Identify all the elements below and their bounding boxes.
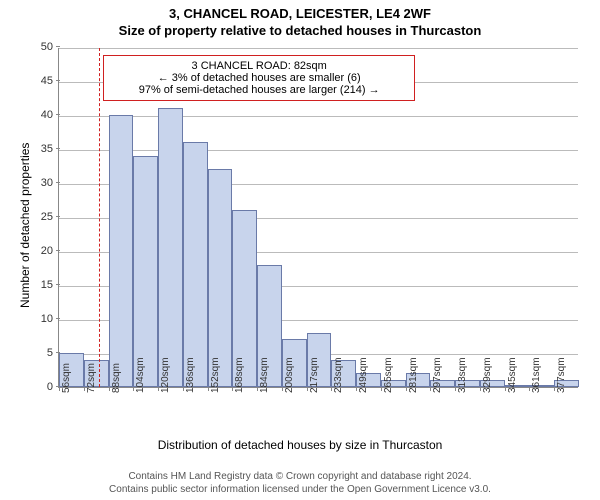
x-tick-label: 233sqm <box>333 357 344 393</box>
x-tick-label: 345sqm <box>507 357 518 393</box>
annotation-box: 3 CHANCEL ROAD: 82sqm← 3% of detached ho… <box>103 55 415 101</box>
histogram-bar <box>133 156 158 387</box>
title-line2: Size of property relative to detached ho… <box>0 23 600 38</box>
annotation-line: ← 3% of detached houses are smaller (6) <box>112 72 406 84</box>
x-tick-label: 168sqm <box>234 357 245 393</box>
footer-line2: Contains public sector information licen… <box>0 483 600 496</box>
x-tick-label: 313sqm <box>457 357 468 393</box>
x-tick-mark <box>257 387 258 391</box>
x-tick-label: 72sqm <box>86 363 97 393</box>
chart-container: 3, CHANCEL ROAD, LEICESTER, LE4 2WF Size… <box>0 0 600 500</box>
x-tick-label: 297sqm <box>432 357 443 393</box>
x-tick-mark <box>109 387 110 391</box>
x-tick-mark <box>307 387 308 391</box>
y-tick-label: 45 <box>41 75 59 87</box>
y-axis-label: Number of detached properties <box>18 143 32 308</box>
x-tick-label: 56sqm <box>61 363 72 393</box>
y-tick-label: 10 <box>41 313 59 325</box>
x-tick-label: 249sqm <box>358 357 369 393</box>
x-tick-label: 361sqm <box>531 357 542 393</box>
x-tick-label: 120sqm <box>160 357 171 393</box>
gridline-h <box>59 48 578 49</box>
y-tick-label: 30 <box>41 177 59 189</box>
x-tick-label: 329sqm <box>482 357 493 393</box>
x-tick-label: 265sqm <box>383 357 394 393</box>
histogram-bar <box>158 108 183 387</box>
x-tick-label: 281sqm <box>408 357 419 393</box>
plot-area: 0510152025303540455056sqm72sqm88sqm104sq… <box>58 48 578 388</box>
x-tick-mark <box>505 387 506 391</box>
y-tick-label: 50 <box>41 41 59 53</box>
x-tick-label: 184sqm <box>259 357 270 393</box>
annotation-line: 97% of semi-detached houses are larger (… <box>112 84 406 96</box>
histogram-bar <box>109 115 134 387</box>
x-tick-label: 104sqm <box>135 357 146 393</box>
x-tick-label: 88sqm <box>111 363 122 393</box>
y-tick-label: 40 <box>41 109 59 121</box>
x-tick-mark <box>480 387 481 391</box>
x-tick-mark <box>84 387 85 391</box>
x-tick-label: 136sqm <box>185 357 196 393</box>
reference-line <box>99 48 100 387</box>
x-axis-label: Distribution of detached houses by size … <box>0 438 600 452</box>
x-tick-mark <box>282 387 283 391</box>
x-tick-label: 377sqm <box>556 357 567 393</box>
x-tick-label: 217sqm <box>309 357 320 393</box>
x-tick-mark <box>183 387 184 391</box>
x-tick-mark <box>356 387 357 391</box>
y-tick-label: 15 <box>41 279 59 291</box>
x-tick-mark <box>158 387 159 391</box>
y-tick-label: 25 <box>41 211 59 223</box>
y-tick-label: 0 <box>47 381 59 393</box>
gridline-h <box>59 116 578 117</box>
title-line1: 3, CHANCEL ROAD, LEICESTER, LE4 2WF <box>0 6 600 21</box>
x-tick-mark <box>406 387 407 391</box>
histogram-bar <box>183 142 208 387</box>
x-tick-mark <box>208 387 209 391</box>
x-tick-label: 200sqm <box>284 357 295 393</box>
x-tick-label: 152sqm <box>210 357 221 393</box>
y-tick-label: 5 <box>47 347 59 359</box>
x-tick-mark <box>59 387 60 391</box>
histogram-bar <box>208 169 233 387</box>
x-tick-mark <box>381 387 382 391</box>
gridline-h <box>59 150 578 151</box>
y-tick-label: 20 <box>41 245 59 257</box>
footer-line1: Contains HM Land Registry data © Crown c… <box>0 470 600 483</box>
title-block: 3, CHANCEL ROAD, LEICESTER, LE4 2WF Size… <box>0 0 600 38</box>
y-tick-label: 35 <box>41 143 59 155</box>
footer-attribution: Contains HM Land Registry data © Crown c… <box>0 470 600 496</box>
annotation-line: 3 CHANCEL ROAD: 82sqm <box>112 60 406 72</box>
